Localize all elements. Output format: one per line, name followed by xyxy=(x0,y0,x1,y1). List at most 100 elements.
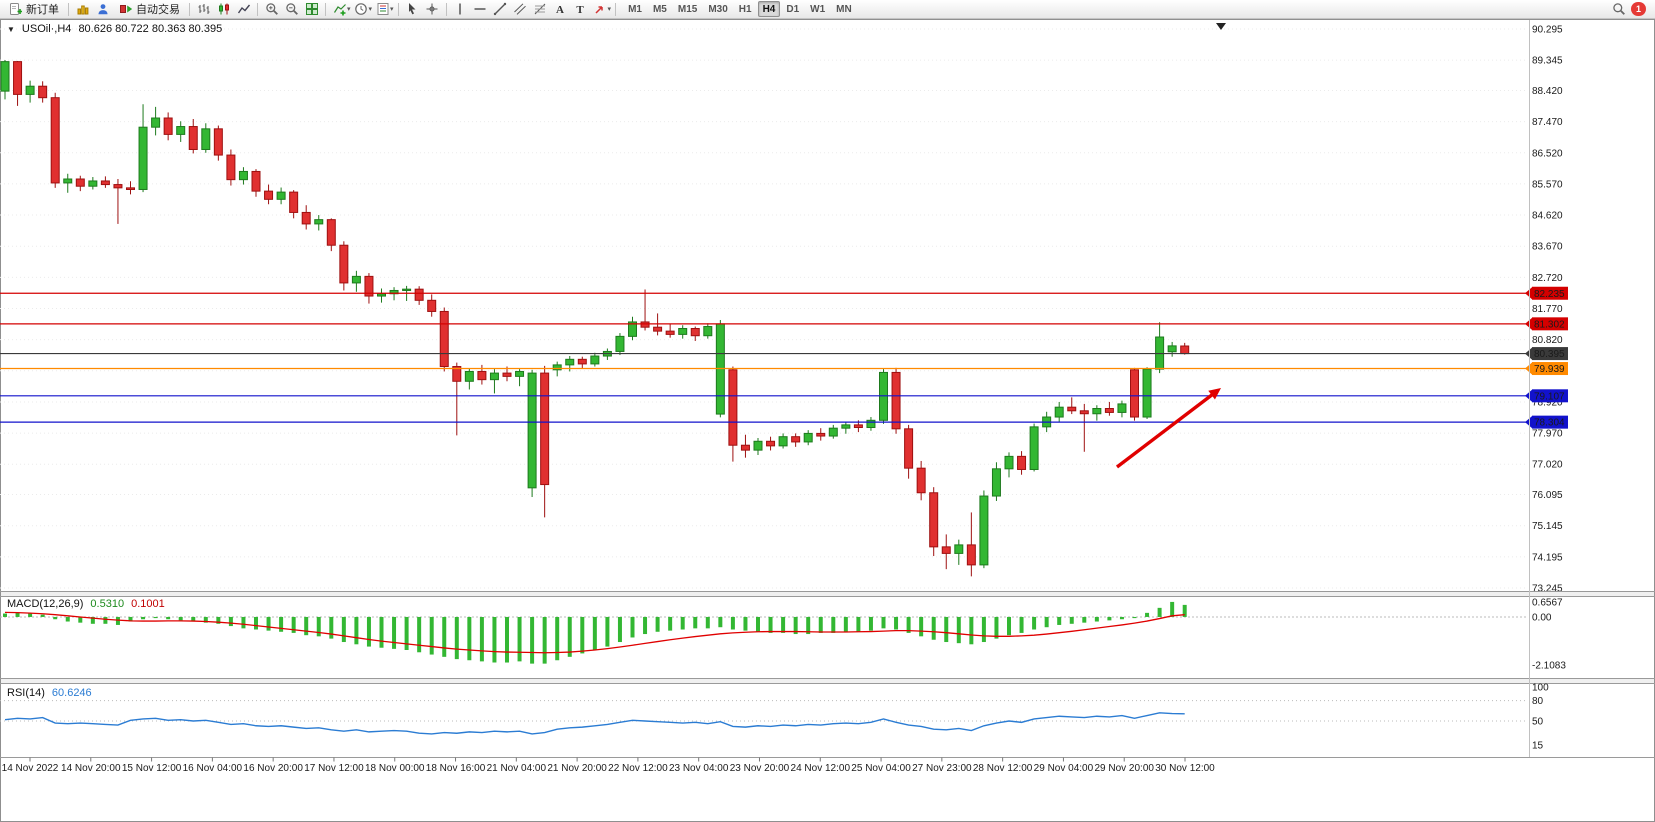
price-badge-arrow xyxy=(1525,389,1532,402)
candle-body xyxy=(502,372,512,377)
trendline-icon[interactable] xyxy=(491,1,510,18)
timeframe-D1[interactable]: D1 xyxy=(786,4,800,15)
tile-windows-icon[interactable] xyxy=(302,1,321,18)
vertical-line-icon[interactable] xyxy=(451,1,470,18)
time-axis-label: 16 Nov 20:00 xyxy=(243,763,303,774)
panel-separator-band xyxy=(1,592,1654,596)
new-order-icon xyxy=(8,1,23,18)
toolbar-separator xyxy=(257,2,258,16)
timeframe-M1[interactable]: M1 xyxy=(628,4,642,15)
market-watch-icon[interactable] xyxy=(73,1,92,18)
candle-body xyxy=(740,444,750,451)
timeframe-W1[interactable]: W1 xyxy=(810,4,826,15)
arrows-icon[interactable] xyxy=(591,1,610,18)
candle-body xyxy=(38,85,48,99)
toolbar-separator xyxy=(397,2,399,16)
price-axis-label: 77.020 xyxy=(1532,460,1563,471)
zoom-out-icon[interactable] xyxy=(282,1,301,18)
candle-body xyxy=(929,492,939,548)
indicators-icon[interactable] xyxy=(330,1,349,18)
price-axis-label: 75.145 xyxy=(1532,521,1563,532)
price-axis-label: 83.670 xyxy=(1532,242,1563,253)
text-label-icon[interactable]: T xyxy=(571,1,590,18)
candle-body xyxy=(753,440,763,451)
time-axis-label: 29 Nov 04:00 xyxy=(1034,763,1094,774)
line-chart-icon[interactable] xyxy=(234,1,253,18)
bar-chart-icon[interactable] xyxy=(194,1,213,18)
templates-dropdown-caret[interactable]: ▾ xyxy=(390,6,394,13)
arrows-dropdown-caret[interactable]: ▾ xyxy=(607,6,612,13)
price-badge xyxy=(1532,347,1568,361)
auto-trading-button[interactable]: 自动交易 xyxy=(113,1,185,18)
rsi-axis-label: 80 xyxy=(1532,696,1544,707)
candle-body xyxy=(1004,455,1014,470)
candle-body xyxy=(552,364,562,371)
timeframe-M30[interactable]: M30 xyxy=(708,4,728,15)
price-axis-label: 82.720 xyxy=(1532,273,1563,284)
candle-body xyxy=(1054,406,1064,418)
search-icon[interactable] xyxy=(1609,1,1628,18)
trend-arrow-head[interactable] xyxy=(1208,388,1221,400)
main-toolbar: 新订单 自动交易 xyxy=(0,0,1655,19)
horizontal-line-icon[interactable] xyxy=(471,1,490,18)
candle-body xyxy=(477,370,487,381)
periods-dropdown-caret[interactable]: ▾ xyxy=(368,6,373,13)
time-axis-label: 15 Nov 12:00 xyxy=(122,763,182,774)
chart-ohlc-values: 80.626 80.722 80.363 80.395 xyxy=(78,23,223,35)
channel-icon[interactable] xyxy=(511,1,530,18)
rsi-axis-label: 15 xyxy=(1532,740,1544,751)
candle-body xyxy=(326,219,336,246)
zoom-in-icon[interactable] xyxy=(262,1,281,18)
templates-icon[interactable] xyxy=(373,1,392,18)
periods-icon[interactable] xyxy=(352,1,371,18)
timeframe-H4[interactable]: H4 xyxy=(757,1,781,17)
candle-body xyxy=(201,128,211,150)
candle-body xyxy=(1017,455,1027,470)
price-axis-label: 73.245 xyxy=(1532,584,1563,595)
notification-badge[interactable]: 1 xyxy=(1631,2,1646,16)
time-axis-label: 29 Nov 20:00 xyxy=(1094,763,1154,774)
indicators-dropdown-caret[interactable]: ▾ xyxy=(347,6,351,13)
candle-body xyxy=(866,419,876,429)
price-badge xyxy=(1532,317,1568,331)
trend-arrow[interactable] xyxy=(1115,390,1218,469)
fibonacci-icon[interactable] xyxy=(531,1,550,18)
new-order-button[interactable]: 新订单 xyxy=(3,1,64,18)
data-window-icon[interactable] xyxy=(93,1,112,18)
price-badge-arrow xyxy=(1525,287,1532,300)
toolbar-separator xyxy=(445,2,447,16)
timeframe-H1[interactable]: H1 xyxy=(738,4,752,15)
candle-body xyxy=(590,355,600,365)
candlestick-chart-icon[interactable] xyxy=(214,1,233,18)
chart-shift-marker[interactable] xyxy=(1216,23,1226,30)
candle-body xyxy=(251,170,261,192)
crosshair-icon[interactable] xyxy=(423,1,442,18)
timeframe-MN[interactable]: MN xyxy=(836,4,852,15)
candle-body xyxy=(439,310,449,368)
candle-body xyxy=(941,546,951,554)
price-badge-arrow xyxy=(1525,347,1532,360)
macd-indicator-name: MACD(12,26,9) xyxy=(7,598,84,610)
candle-body xyxy=(954,544,964,554)
candle-body xyxy=(1142,368,1152,418)
price-axis-label: 77.970 xyxy=(1532,429,1563,440)
timeframe-M15[interactable]: M15 xyxy=(677,4,698,15)
candle-body xyxy=(364,275,374,297)
candle-body xyxy=(176,126,186,135)
candle-body xyxy=(113,184,123,189)
cursor-icon[interactable] xyxy=(403,1,422,18)
macd-axis-label: -2.1083 xyxy=(1532,661,1566,672)
candle-body xyxy=(703,326,713,337)
price-badge-arrow xyxy=(1525,317,1532,330)
candle-body xyxy=(25,85,35,95)
price-axis-label: 88.420 xyxy=(1532,86,1563,97)
timeframe-M5[interactable]: M5 xyxy=(652,4,667,15)
time-axis-label: 21 Nov 20:00 xyxy=(547,763,607,774)
candle-body xyxy=(238,170,248,181)
candle-body xyxy=(853,424,863,429)
chart-menu-icon[interactable]: ▼ xyxy=(7,25,15,34)
text-icon[interactable]: A xyxy=(551,1,570,18)
panel-separator-band xyxy=(1,679,1654,683)
